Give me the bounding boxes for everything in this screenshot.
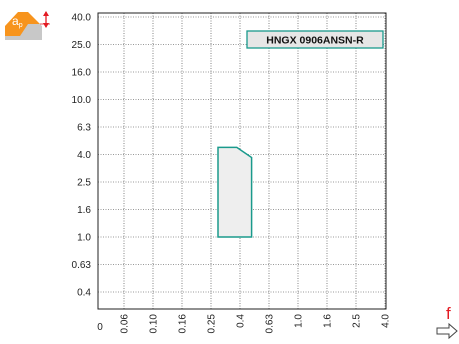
feed-axis-label: f bbox=[436, 304, 458, 340]
x-tick-label: 0.25 bbox=[207, 314, 218, 334]
y-tick-label: 1.6 bbox=[77, 205, 91, 216]
x-tick-label: 0.63 bbox=[265, 314, 276, 334]
y-tick-label: 0.4 bbox=[77, 288, 91, 299]
y-axis-zero-label: 0 bbox=[97, 322, 103, 333]
y-tick-label: 4.0 bbox=[77, 150, 91, 161]
x-axis-ticks: 00.060.100.160.250.40.631.01.62.54.0 bbox=[120, 314, 392, 334]
x-tick-label: 1.0 bbox=[294, 314, 305, 328]
x-tick-label: 4.0 bbox=[381, 314, 392, 328]
y-tick-label: 6.3 bbox=[77, 123, 91, 134]
icon-label: a bbox=[12, 14, 19, 28]
y-tick-label: 10.0 bbox=[72, 95, 92, 106]
series-label: HNGX 0906ANSN-R bbox=[266, 35, 364, 47]
y-tick-label: 16.0 bbox=[72, 68, 92, 79]
y-axis-ticks: 0.4 0.63 1.0 1.6 2.5 4.0 6.3 10.0 16.0 25.0 40.0 bbox=[72, 13, 92, 299]
y-tick-label: 1.0 bbox=[77, 233, 91, 244]
y-tick-label: 25.0 bbox=[72, 40, 92, 51]
svg-text:ap: ap bbox=[12, 14, 23, 29]
x-tick-label: 2.5 bbox=[352, 314, 363, 328]
plot-frame bbox=[97, 12, 387, 310]
y-tick-label: 40.0 bbox=[72, 13, 92, 24]
x-tick-label: 0.06 bbox=[120, 314, 131, 334]
x-tick-label: 1.6 bbox=[323, 314, 334, 328]
x-tick-label: 0.10 bbox=[149, 314, 160, 334]
x-axis-name: f bbox=[446, 304, 451, 323]
application-area-polygon bbox=[217, 146, 253, 238]
series-label-box: HNGX 0906ANSN-R bbox=[246, 30, 384, 49]
y-tick-label: 2.5 bbox=[77, 178, 91, 189]
x-tick-label: 0.16 bbox=[178, 314, 189, 334]
y-tick-label: 0.63 bbox=[72, 260, 92, 271]
cutting-depth-ap-icon: ap bbox=[5, 11, 50, 40]
x-tick-label: 0.4 bbox=[236, 314, 247, 328]
feed-arrow-icon bbox=[436, 322, 458, 340]
icon-subscript: p bbox=[19, 22, 23, 29]
chip-area-region bbox=[217, 146, 253, 238]
